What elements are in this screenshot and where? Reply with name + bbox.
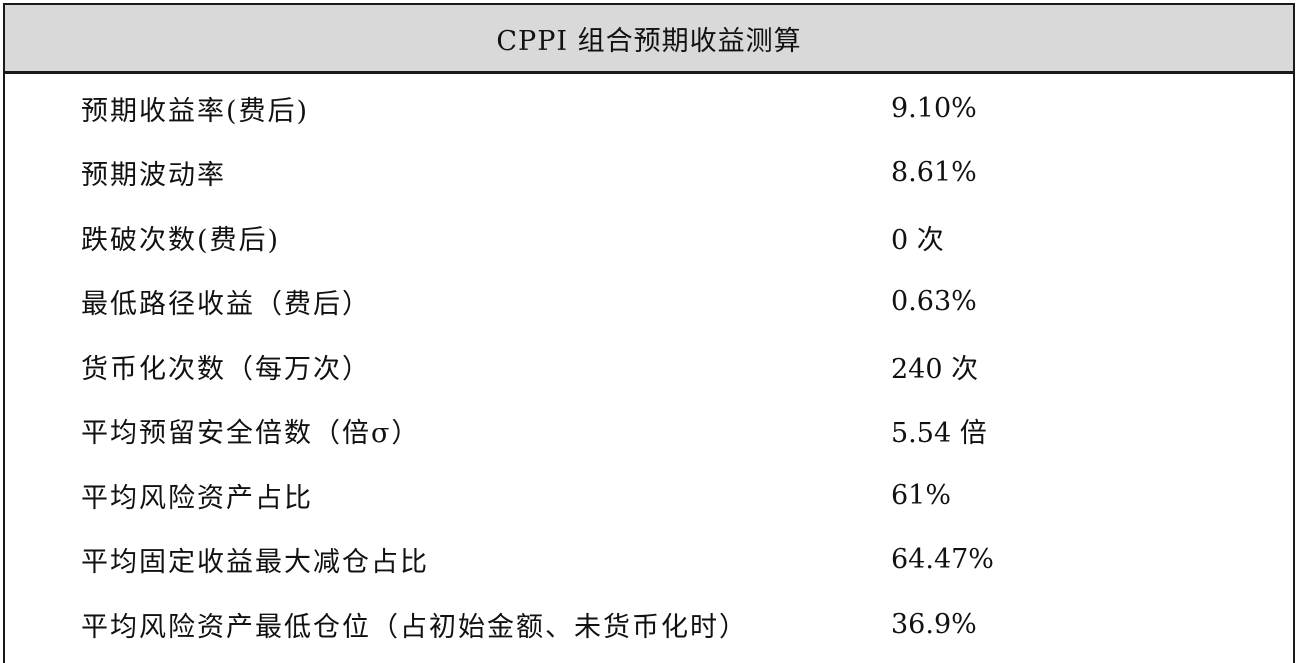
table-row: 预期波动率 8.61% [5,141,1293,206]
row-value: 240 次 [891,353,979,385]
cppi-table: CPPI 组合预期收益测算 预期收益率(费后) 9.10% 预期波动率 8.61… [3,3,1295,663]
row-value: 0 次 [891,224,944,256]
table-row: 货币化次数（每万次） 240 次 [5,334,1293,399]
row-label: 货币化次数（每万次） [81,353,371,385]
table-title: CPPI 组合预期收益测算 [5,5,1293,74]
row-value: 5.54 倍 [891,418,987,450]
row-label: 最低路径收益（费后） [81,289,371,321]
table-row: 平均固定收益最大减仓占比 64.47% [5,528,1293,593]
table-row: 平均风险资产最低仓位（占初始金额、未货币化时） 36.9% [5,592,1293,657]
table-row: 平均风险资产占比 61% [5,463,1293,528]
table-body: 预期收益率(费后) 9.10% 预期波动率 8.61% 跌破次数(费后) 0 次… [5,76,1293,657]
row-label: 平均预留安全倍数（倍σ） [81,418,421,450]
table-row: 预期收益率(费后) 9.10% [5,76,1293,141]
row-label: 平均固定收益最大减仓占比 [81,547,429,579]
table-row: 最低路径收益（费后） 0.63% [5,270,1293,335]
row-value: 61% [891,479,952,511]
row-value: 36.9% [891,608,977,640]
row-label: 预期收益率(费后) [81,95,310,127]
row-value: 8.61% [891,157,977,189]
row-value: 0.63% [891,286,977,318]
row-label: 跌破次数(费后) [81,224,281,256]
table-row: 平均预留安全倍数（倍σ） 5.54 倍 [5,399,1293,464]
row-value: 64.47% [891,544,994,576]
table-row: 跌破次数(费后) 0 次 [5,205,1293,270]
row-label: 预期波动率 [81,160,226,192]
row-label: 平均风险资产最低仓位（占初始金额、未货币化时） [81,611,748,643]
row-label: 平均风险资产占比 [81,482,313,514]
row-value: 9.10% [891,92,977,124]
